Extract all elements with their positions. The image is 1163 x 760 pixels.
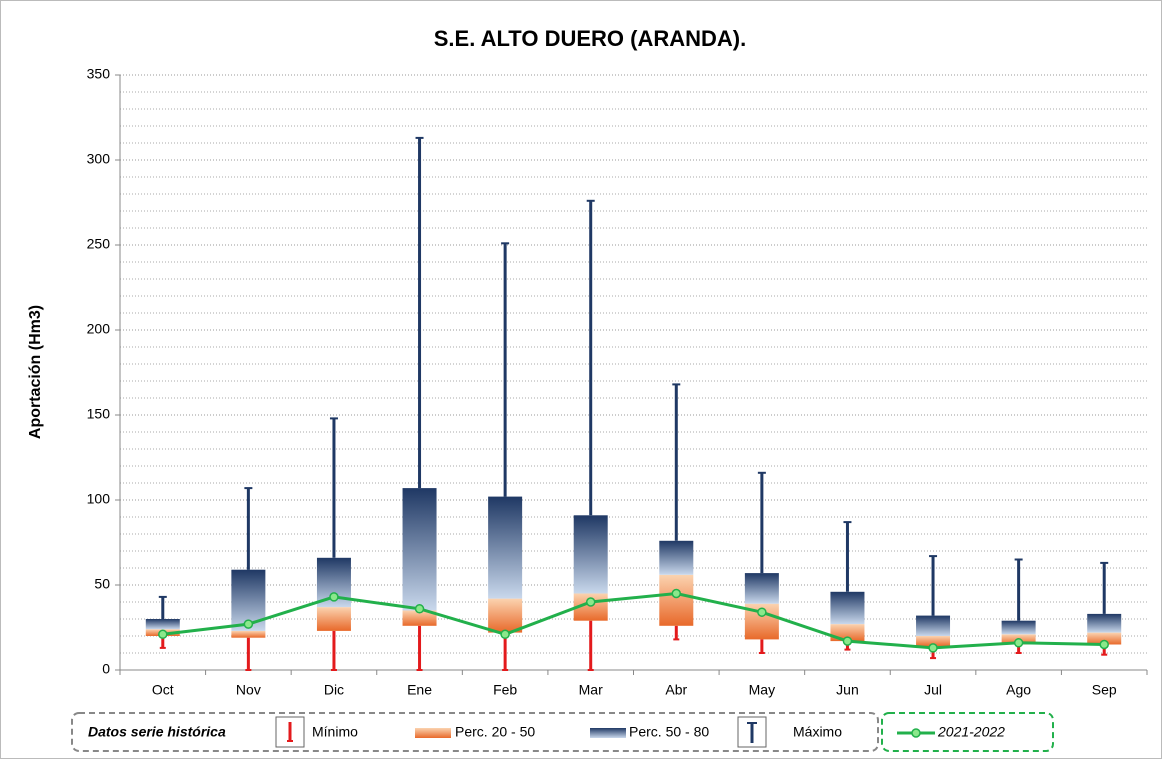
perc-50-80-box (145, 619, 180, 630)
y-tick-label: 300 (87, 151, 111, 167)
perc-20-50-box (488, 598, 523, 633)
y-tick-label: 0 (102, 661, 110, 677)
legend-frame (881, 712, 1054, 752)
x-tick-label: Feb (493, 682, 517, 698)
series-marker (585, 597, 596, 607)
y-tick-label: 350 (87, 66, 111, 82)
series-marker (414, 604, 425, 614)
perc-20-50-box (231, 630, 266, 638)
x-tick-label: May (749, 682, 775, 698)
legend-frame (71, 712, 879, 752)
series-marker (243, 619, 254, 629)
perc-50-80-box (488, 496, 523, 599)
chart-title: S.E. ALTO DUERO (ARANDA). (434, 26, 746, 51)
perc-20-50-box (316, 607, 351, 631)
y-tick-label: 100 (87, 491, 111, 507)
x-tick-label: Sep (1092, 682, 1117, 698)
legend-title: Datos serie histórica (88, 724, 226, 740)
y-tick-label: 200 (87, 321, 111, 337)
legend-label: 2021-2022 (937, 724, 1005, 740)
legend-icon-orange (415, 728, 451, 738)
legend-marker (911, 728, 921, 738)
y-tick-label: 150 (87, 406, 111, 422)
perc-50-80-box (659, 540, 694, 575)
series-marker (1013, 638, 1024, 648)
legend-label: Mínimo (312, 724, 358, 740)
legend-label: Máximo (793, 724, 842, 740)
legend-icon-blue (590, 728, 626, 738)
perc-50-80-box (916, 615, 951, 636)
x-tick-label: Abr (665, 682, 687, 698)
x-tick-label: Ago (1006, 682, 1031, 698)
x-tick-label: Dic (324, 682, 344, 698)
series-marker (757, 607, 767, 617)
series-marker (928, 643, 938, 653)
perc-50-80-box (1087, 613, 1122, 633)
y-axis-label: Aportación (Hm3) (27, 305, 44, 439)
x-tick-label: Mar (579, 682, 603, 698)
x-tick-label: Jun (836, 682, 859, 698)
perc-20-50-box (402, 610, 437, 626)
series-line (162, 591, 1105, 650)
perc-50-80-box (573, 515, 608, 594)
series-marker (671, 588, 682, 599)
x-tick-label: Oct (152, 682, 174, 698)
series-marker (329, 592, 339, 602)
x-tick-label: Nov (236, 682, 261, 698)
perc-50-80-box (1001, 620, 1036, 635)
series-marker (842, 636, 853, 646)
perc-20-50-box (1087, 632, 1122, 645)
legend-label: Perc. 20 - 50 (455, 724, 535, 740)
series-marker (500, 629, 510, 640)
x-tick-label: Ene (407, 682, 432, 698)
series-marker (158, 629, 168, 640)
perc-50-80-box (744, 573, 779, 604)
perc-20-50-box (659, 574, 694, 626)
x-tick-label: Jul (924, 682, 942, 698)
series-marker (1099, 639, 1109, 650)
y-tick-label: 250 (87, 236, 111, 252)
perc-20-50-box (916, 636, 951, 647)
legend-label: Perc. 50 - 80 (629, 724, 709, 740)
perc-50-80-box (830, 591, 865, 625)
perc-50-80-box (402, 488, 437, 611)
y-tick-label: 50 (94, 576, 110, 592)
